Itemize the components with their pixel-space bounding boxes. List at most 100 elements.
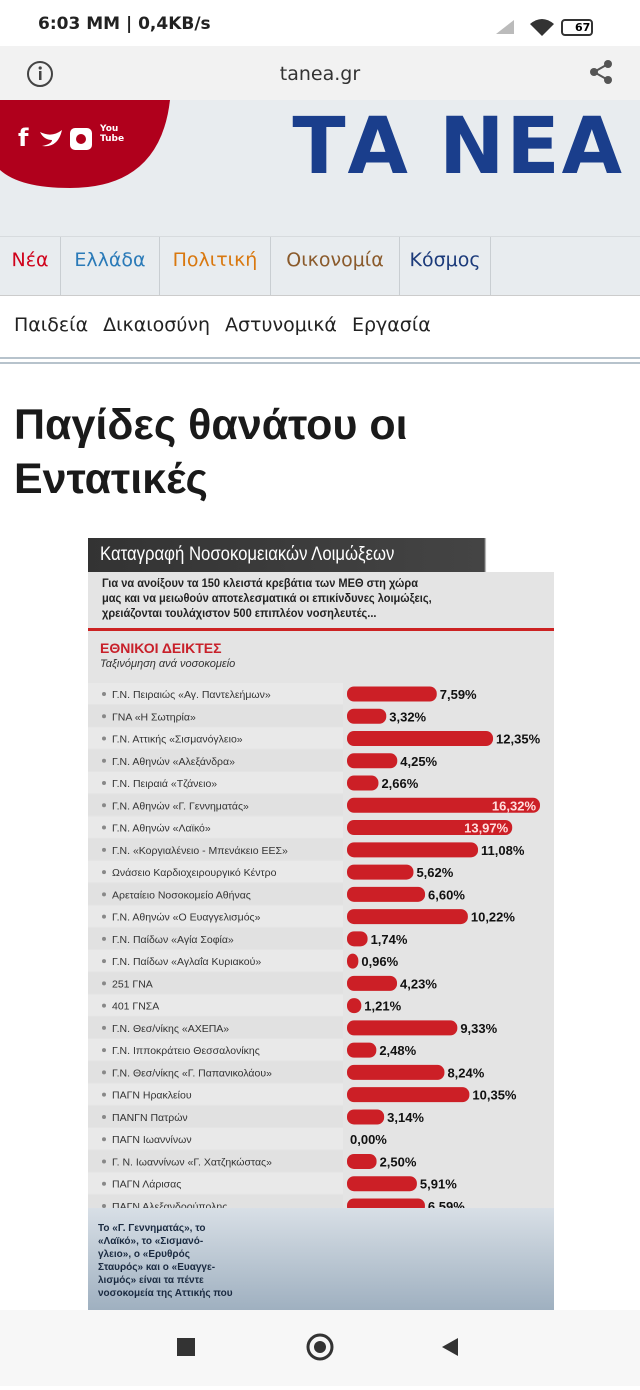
nav-item[interactable]: Νέα xyxy=(0,237,61,295)
row-band xyxy=(88,994,343,1016)
category-label: Γ.Ν. Αθηνών «Ο Ευαγγελισμός» xyxy=(112,912,261,924)
bullet xyxy=(102,1181,106,1186)
bar xyxy=(347,708,387,724)
caption-line: γλειο», ο «Ερυθρός xyxy=(98,1249,190,1260)
bullet xyxy=(102,1159,106,1164)
value-label: 13,97% xyxy=(464,821,509,836)
bullet xyxy=(102,892,106,897)
value-label: 8,24% xyxy=(447,1065,484,1080)
value-label: 1,21% xyxy=(364,999,401,1014)
bar xyxy=(347,864,414,880)
category-label: Ωνάσειο Καρδιοχειρουργικό Κέντρο xyxy=(112,867,277,879)
bar xyxy=(347,886,426,902)
info-icon[interactable] xyxy=(26,60,54,88)
bullet xyxy=(102,692,106,696)
rule xyxy=(88,628,554,631)
value-label: 2,48% xyxy=(379,1043,416,1058)
bullet xyxy=(102,781,106,786)
category-label: Γ.Ν. Αττικής «Σισμανόγλειο» xyxy=(112,734,243,746)
sub-nav-list: Παιδεία Δικαιοσύνη Αστυνομικά Εργασία xyxy=(14,314,431,336)
nav-item[interactable]: Ελλάδα xyxy=(61,237,160,295)
caption-line: νοσοκομεία της Αττικής που xyxy=(98,1288,233,1299)
value-label: 6,59% xyxy=(428,1199,465,1208)
bar xyxy=(347,1176,417,1192)
url[interactable]: tanea.gr xyxy=(279,63,361,85)
category-label: Γ. Ν. Ιωαννίνων «Γ. Χατζηκώστας» xyxy=(112,1156,272,1168)
bullet xyxy=(102,936,106,941)
category-label: 401 ΓΝΣΑ xyxy=(112,1001,159,1013)
bar-chart: Γ.Ν. Πειραιώς «Αγ. Παντελεήμων» 7,59% ΓΝΑ … xyxy=(88,682,541,1208)
section-title: ΕΘΝΙΚΟΙ ΔΕΙΚΤΕΣ xyxy=(100,640,222,656)
back-button[interactable] xyxy=(442,1338,458,1356)
recents-button[interactable] xyxy=(177,1338,195,1356)
bar xyxy=(347,731,494,747)
sub-nav-item[interactable]: Παιδεία xyxy=(14,314,89,336)
row-band xyxy=(88,972,343,994)
bar xyxy=(347,975,398,991)
bar xyxy=(347,1109,385,1125)
row-band xyxy=(88,883,343,905)
row-band xyxy=(88,949,343,972)
nav-item[interactable]: Πολιτική xyxy=(160,237,271,295)
row-band xyxy=(88,816,343,838)
category-label: Γ.Ν. Θεσ/νίκης «Γ. Παπανικολάου» xyxy=(112,1067,272,1079)
sub-nav-item[interactable]: Δικαιοσύνη xyxy=(103,314,210,336)
youtube-icon[interactable]: You Tube xyxy=(100,124,124,144)
category-label: ΠΑΓΝ Ηρακλείου xyxy=(112,1090,192,1102)
row-band xyxy=(88,927,343,949)
nav-item[interactable]: Κόσμος xyxy=(400,237,491,295)
bar xyxy=(347,998,362,1014)
subtitle-line: μας και να μειωθούν αποτελεσματικά οι επ… xyxy=(102,591,432,605)
category-label: Γ.Ν. Πειραιά «Τζάνειο» xyxy=(112,778,217,790)
value-label: 0,00% xyxy=(350,1132,387,1147)
value-label: 5,62% xyxy=(416,865,453,880)
category-label: ΠΑΓΝ Ιωαννίνων xyxy=(112,1134,192,1146)
row-band xyxy=(88,727,343,749)
sub-nav-item[interactable]: Αστυνομικά xyxy=(225,314,337,336)
info-title: Καταγραφή Νοσοκομειακών Λοιμώξεων xyxy=(100,544,395,565)
info-subtitle: Για να ανοίξουν τα 150 κλειστά κρεβάτια … xyxy=(102,576,432,621)
value-label: 5,91% xyxy=(420,1177,457,1192)
bullet xyxy=(102,847,106,852)
value-label: 10,22% xyxy=(471,910,516,925)
bar xyxy=(347,1064,445,1080)
divider xyxy=(0,357,640,364)
bar xyxy=(347,1198,425,1208)
bullet xyxy=(102,914,106,919)
bullet xyxy=(102,1003,106,1008)
bullet xyxy=(102,803,106,808)
nav-item[interactable]: Οικονομία xyxy=(271,237,400,295)
sub-nav-item[interactable]: Εργασία xyxy=(351,314,431,336)
logo[interactable]: ΤΑ ΝΕΑ xyxy=(292,102,624,192)
row-band xyxy=(88,1016,343,1039)
value-label: 1,74% xyxy=(371,932,408,947)
bullet xyxy=(102,1203,106,1208)
youtube-text: You xyxy=(100,124,119,134)
row-band xyxy=(88,1150,343,1172)
bar xyxy=(347,820,513,836)
category-label: 251 ΓΝΑ xyxy=(112,978,153,990)
category-label: Γ.Ν. Παίδων «Αγλαΐα Κυριακού» xyxy=(112,956,261,968)
category-label: Γ.Ν. Αθηνών «Αλεξάνδρα» xyxy=(112,756,235,768)
nav-buttons xyxy=(177,1333,458,1361)
value-label: 2,50% xyxy=(380,1154,417,1169)
status-icons xyxy=(496,19,593,36)
category-label: Γ.Ν. «Κοργιαλένειο - Μπενάκειο ΕΕΣ» xyxy=(112,845,288,857)
youtube-text: Tube xyxy=(100,134,125,144)
share-icon[interactable] xyxy=(588,58,616,86)
home-button[interactable] xyxy=(306,1333,334,1361)
row-band xyxy=(88,1172,343,1194)
caption-line: «Λαϊκό», το «Σισμανό- xyxy=(98,1236,204,1247)
value-label: 9,33% xyxy=(460,1021,497,1036)
value-label: 11,08% xyxy=(481,843,525,858)
value-label: 6,60% xyxy=(428,887,465,902)
subtitle-line: χρειάζονται τουλάχιστον 500 επιπλέον νοσ… xyxy=(102,606,377,620)
row-band xyxy=(88,1061,343,1083)
category-label: Γ.Ν. Ιπποκράτειο Θεσσαλονίκης xyxy=(112,1045,260,1057)
article-title: Παγίδες θανάτου οι Εντατικές xyxy=(14,401,408,503)
bullet xyxy=(102,870,106,875)
bar xyxy=(347,753,398,769)
bar xyxy=(347,775,379,791)
value-label: 12,35% xyxy=(496,732,541,747)
